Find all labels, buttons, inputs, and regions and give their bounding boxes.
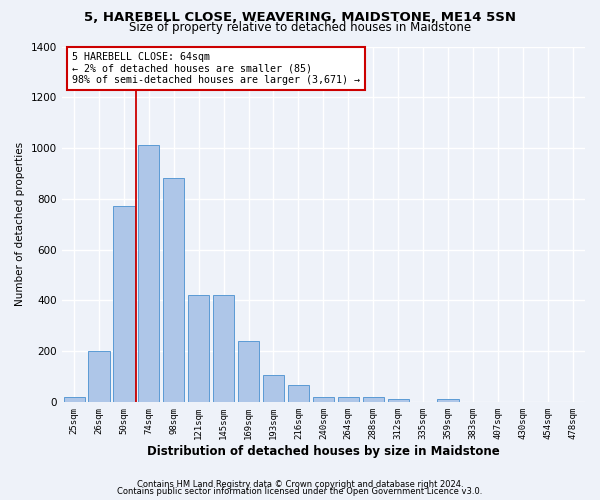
Bar	[263, 375, 284, 402]
Bar	[288, 386, 309, 402]
Bar	[437, 400, 458, 402]
Bar	[188, 295, 209, 402]
Text: 5 HAREBELL CLOSE: 64sqm
← 2% of detached houses are smaller (85)
98% of semi-det: 5 HAREBELL CLOSE: 64sqm ← 2% of detached…	[72, 52, 360, 85]
Bar	[64, 397, 85, 402]
Bar	[88, 351, 110, 402]
Text: Size of property relative to detached houses in Maidstone: Size of property relative to detached ho…	[129, 21, 471, 34]
Bar	[362, 398, 384, 402]
Bar	[313, 397, 334, 402]
X-axis label: Distribution of detached houses by size in Maidstone: Distribution of detached houses by size …	[147, 444, 500, 458]
Bar	[338, 398, 359, 402]
Text: Contains HM Land Registry data © Crown copyright and database right 2024.: Contains HM Land Registry data © Crown c…	[137, 480, 463, 489]
Text: 5, HAREBELL CLOSE, WEAVERING, MAIDSTONE, ME14 5SN: 5, HAREBELL CLOSE, WEAVERING, MAIDSTONE,…	[84, 11, 516, 24]
Y-axis label: Number of detached properties: Number of detached properties	[15, 142, 25, 306]
Bar	[138, 146, 160, 402]
Bar	[238, 341, 259, 402]
Bar	[388, 399, 409, 402]
Bar	[113, 206, 134, 402]
Text: Contains public sector information licensed under the Open Government Licence v3: Contains public sector information licen…	[118, 487, 482, 496]
Bar	[163, 178, 184, 402]
Bar	[213, 295, 234, 402]
